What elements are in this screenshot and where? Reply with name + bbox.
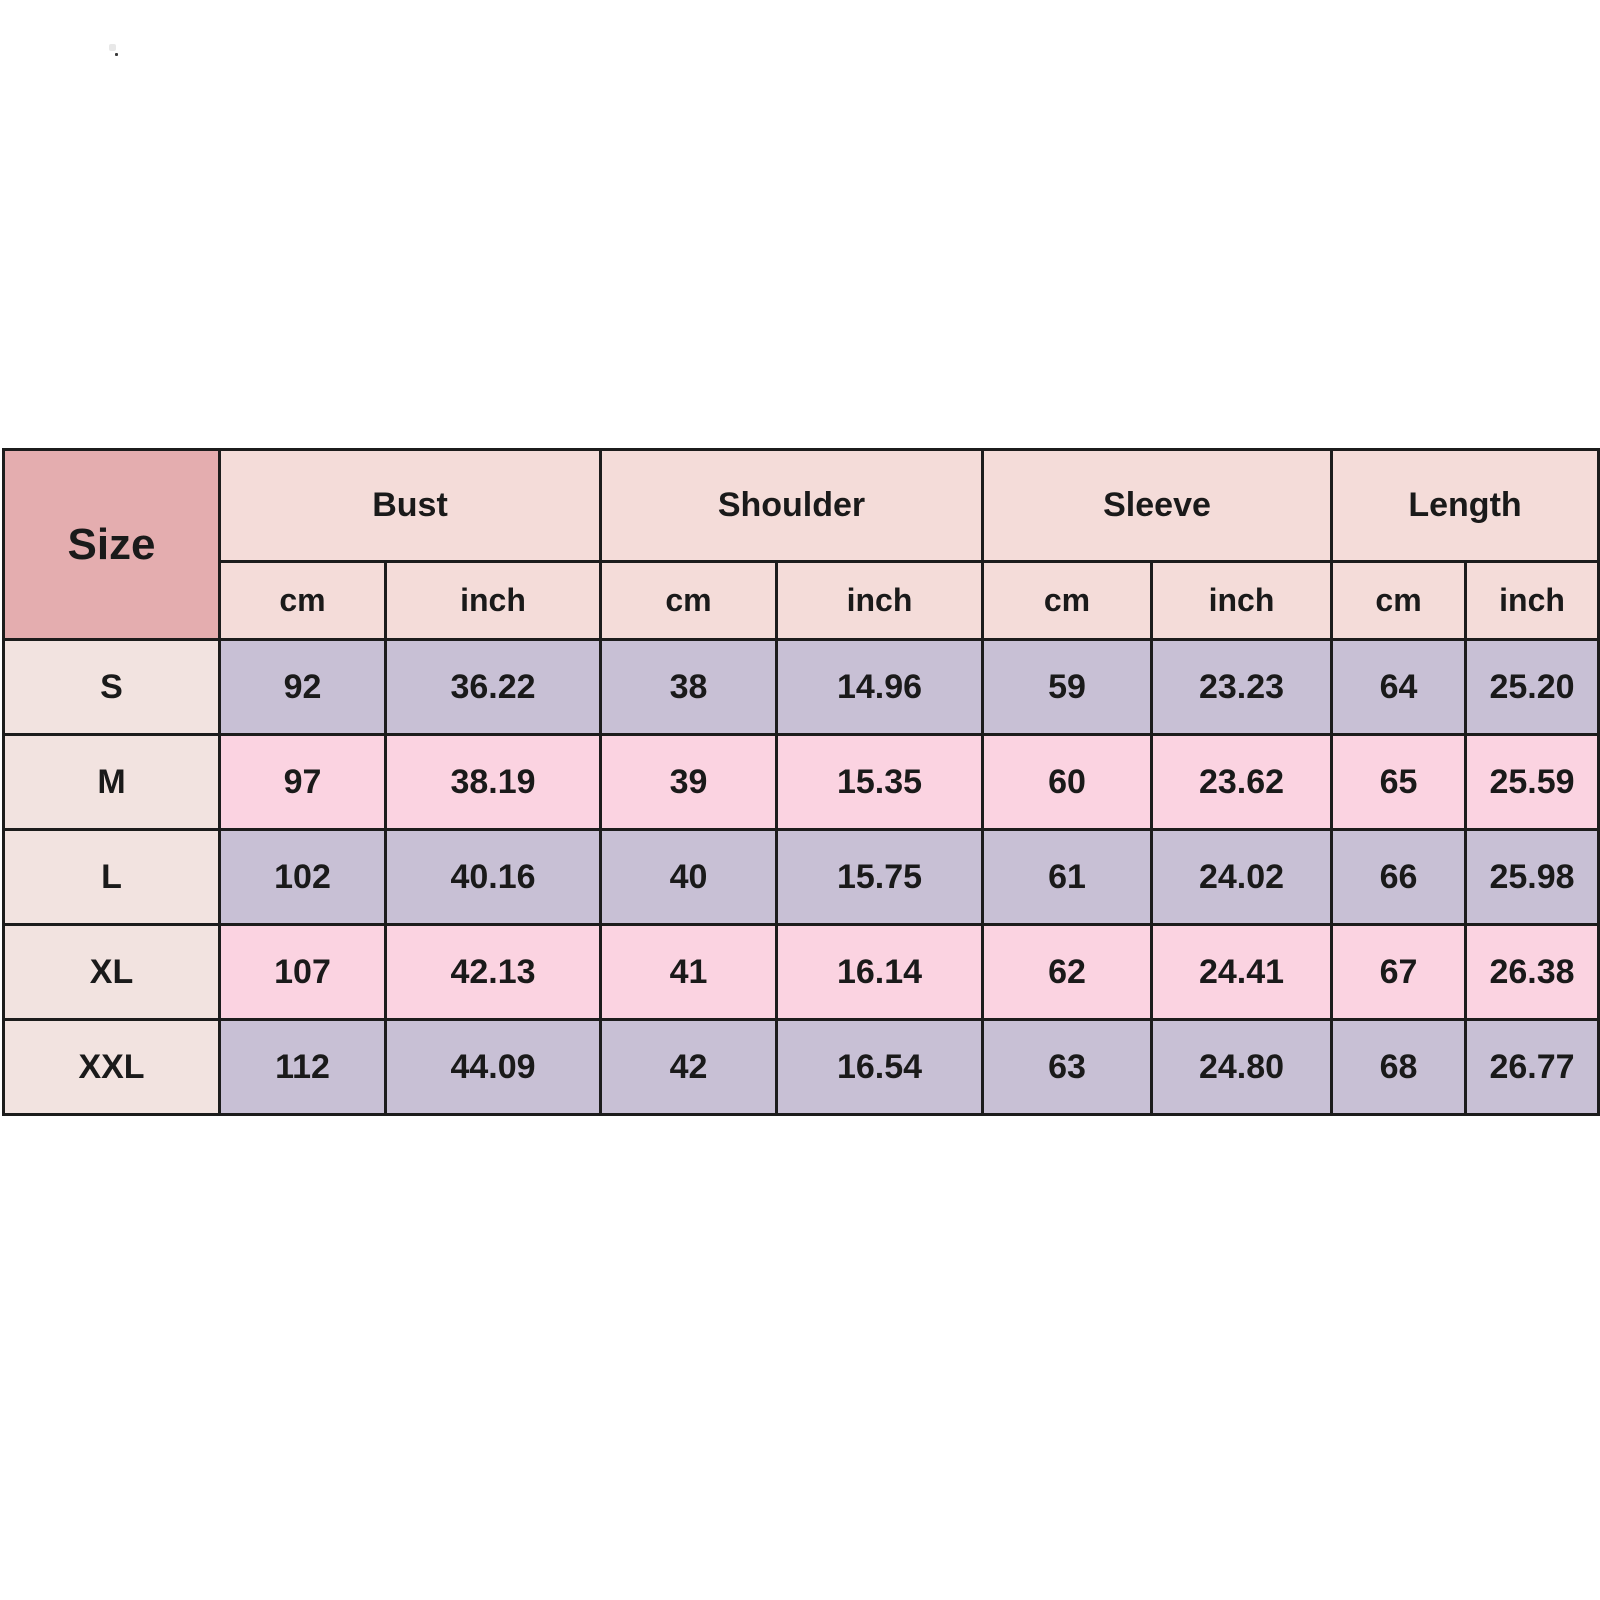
measurement-cell: 61 [981, 828, 1153, 926]
measurement-cell: 14.96 [775, 638, 984, 736]
measurement-cell: 68 [1330, 1018, 1468, 1116]
unit-header-row: cm inch cm inch cm inch cm inch [4, 560, 1600, 641]
size-label-cell: L [2, 828, 221, 926]
measurement-cell: 97 [218, 733, 387, 831]
measurement-cell: 36.22 [384, 638, 602, 736]
dust-speck-artifact [109, 44, 118, 56]
group-header-shoulder: Shoulder [599, 448, 984, 563]
measurement-cell: 16.54 [775, 1018, 984, 1116]
measurement-cell: 67 [1330, 923, 1468, 1021]
table-row-xl: XL 107 42.13 41 16.14 62 24.41 67 26.38 [2, 923, 1600, 1021]
group-header-sleeve: Sleeve [980, 448, 1334, 563]
measurement-cell: 25.98 [1464, 828, 1600, 926]
measurement-cell: 15.75 [775, 828, 984, 926]
measurement-cell: 25.59 [1464, 733, 1600, 831]
table-row-m: M 97 38.19 39 15.35 60 23.62 65 25.59 [2, 733, 1600, 831]
measurement-cell: 38.19 [384, 733, 602, 831]
measurement-cell: 25.20 [1464, 638, 1600, 736]
corner-header-size: Size [2, 448, 221, 641]
size-label-cell: S [2, 638, 221, 736]
group-header-length: Length [1330, 448, 1600, 563]
measurement-cell: 26.77 [1464, 1018, 1600, 1116]
measurement-cell: 15.35 [775, 733, 984, 831]
table-row-xxl: XXL 112 44.09 42 16.54 63 24.80 68 26.77 [2, 1018, 1600, 1116]
measurement-cell: 23.23 [1149, 638, 1334, 736]
measurement-cell: 42 [599, 1018, 778, 1116]
unit-header-bust-inch: inch [384, 560, 602, 641]
measurement-cell: 40.16 [384, 828, 602, 926]
size-label-cell: XL [2, 923, 221, 1021]
size-chart-table: Size Bust Shoulder Sleeve Length cm inch… [2, 448, 1600, 1116]
unit-header-sleeve-inch: inch [1149, 560, 1334, 641]
measurement-cell: 26.38 [1464, 923, 1600, 1021]
measurement-cell: 64 [1330, 638, 1468, 736]
measurement-cell: 92 [218, 638, 387, 736]
measurement-cell: 66 [1330, 828, 1468, 926]
measurement-cell: 107 [218, 923, 387, 1021]
unit-header-shoulder-inch: inch [775, 560, 984, 641]
group-header-row: Size Bust Shoulder Sleeve Length [2, 448, 1600, 641]
measurement-cell: 24.02 [1149, 828, 1334, 926]
measurement-cell: 39 [599, 733, 778, 831]
table-row-l: L 102 40.16 40 15.75 61 24.02 66 25.98 [2, 828, 1600, 926]
measurement-cell: 40 [599, 828, 778, 926]
size-label-cell: XXL [2, 1018, 221, 1116]
measurement-cell: 16.14 [775, 923, 984, 1021]
table-row-s: S 92 36.22 38 14.96 59 23.23 64 25.20 [2, 638, 1600, 736]
unit-header-shoulder-cm: cm [599, 560, 778, 641]
measurement-cell: 65 [1330, 733, 1468, 831]
measurement-cell: 24.80 [1149, 1018, 1334, 1116]
group-header-bust: Bust [218, 448, 602, 563]
measurement-cell: 23.62 [1149, 733, 1334, 831]
unit-header-length-inch: inch [1464, 560, 1600, 641]
measurement-cell: 38 [599, 638, 778, 736]
unit-header-bust-cm: cm [218, 560, 387, 641]
measurement-cell: 63 [981, 1018, 1153, 1116]
measurement-cell: 60 [981, 733, 1153, 831]
measurement-cell: 41 [599, 923, 778, 1021]
measurement-cell: 112 [218, 1018, 387, 1116]
size-label-cell: M [2, 733, 221, 831]
measurement-cell: 42.13 [384, 923, 602, 1021]
unit-header-length-cm: cm [1330, 560, 1468, 641]
measurement-cell: 44.09 [384, 1018, 602, 1116]
unit-header-sleeve-cm: cm [981, 560, 1153, 641]
measurement-cell: 62 [981, 923, 1153, 1021]
measurement-cell: 24.41 [1149, 923, 1334, 1021]
measurement-cell: 102 [218, 828, 387, 926]
measurement-cell: 59 [981, 638, 1153, 736]
